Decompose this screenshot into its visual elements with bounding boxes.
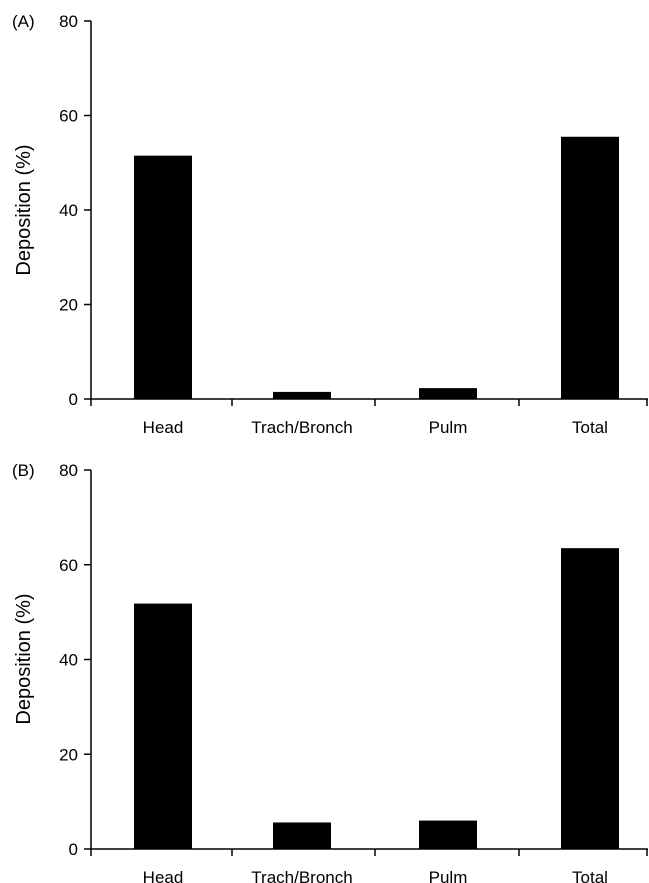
x-category-label: Head (143, 868, 184, 883)
y-tick-label: 40 (59, 201, 78, 220)
panel-a: (A) 0 20 40 60 80 Head Trach/Bronch Pulm Total Dep… (12, 12, 648, 437)
x-category-label: Pulm (429, 868, 468, 883)
panel-b: (B) 0 20 40 60 80 Head Trach/Bronch Pulm Total Dep… (12, 461, 648, 883)
panel-label: (A) (12, 12, 35, 31)
bar-pulm (419, 820, 477, 849)
y-tick-label: 60 (59, 107, 78, 126)
y-tick-label: 80 (59, 461, 78, 480)
y-tick-label: 0 (69, 390, 78, 409)
panel-label: (B) (12, 461, 35, 480)
bar-trach-bronch (273, 822, 331, 849)
y-tick-label: 60 (59, 556, 78, 575)
y-tick-label: 80 (59, 12, 78, 31)
x-category-label: Pulm (429, 418, 468, 437)
bar-head (134, 155, 192, 399)
y-tick-label: 0 (69, 840, 78, 859)
y-tick-label: 20 (59, 296, 78, 315)
y-axis-label: Deposition (%) (13, 144, 35, 275)
y-tick-label: 20 (59, 745, 78, 764)
bar-head (134, 603, 192, 849)
bar-pulm (419, 388, 477, 399)
y-tick-label: 40 (59, 651, 78, 670)
bar-trach-bronch (273, 391, 331, 399)
y-axis-label: Deposition (%) (13, 593, 35, 724)
bar-total (561, 136, 619, 399)
x-category-label: Trach/Bronch (251, 868, 352, 883)
x-category-label: Total (572, 868, 608, 883)
x-category-label: Total (572, 418, 608, 437)
bar-total (561, 548, 619, 849)
x-category-label: Trach/Bronch (251, 418, 352, 437)
x-category-label: Head (143, 418, 184, 437)
